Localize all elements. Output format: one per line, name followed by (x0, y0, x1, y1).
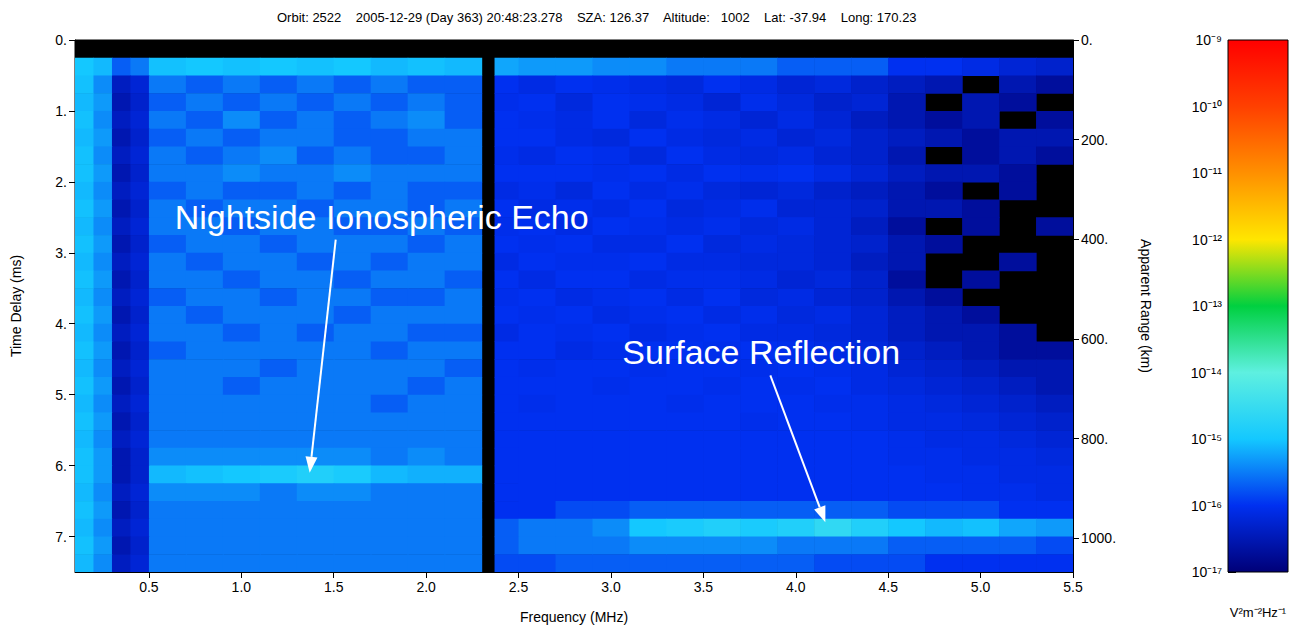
svg-text:800.: 800. (1081, 431, 1108, 447)
svg-text:V²m⁻²Hz⁻¹: V²m⁻²Hz⁻¹ (1230, 605, 1287, 620)
svg-text:Time Delay (ms): Time Delay (ms) (8, 255, 24, 357)
svg-text:4.: 4. (55, 316, 67, 332)
svg-text:2.5: 2.5 (509, 579, 529, 595)
svg-text:5.: 5. (55, 387, 67, 403)
svg-text:0.5: 0.5 (139, 579, 159, 595)
svg-text:5.0: 5.0 (971, 579, 991, 595)
svg-text:4.5: 4.5 (878, 579, 898, 595)
svg-text:1000.: 1000. (1081, 530, 1116, 546)
svg-text:0.: 0. (1081, 32, 1093, 48)
svg-text:3.: 3. (55, 245, 67, 261)
svg-text:10⁻¹⁴: 10⁻¹⁴ (1191, 365, 1222, 381)
svg-text:2.0: 2.0 (416, 579, 436, 595)
svg-text:10⁻¹⁷: 10⁻¹⁷ (1192, 564, 1222, 580)
svg-text:10⁻⁹: 10⁻⁹ (1195, 32, 1222, 48)
svg-text:1.: 1. (55, 103, 67, 119)
svg-text:2.: 2. (55, 174, 67, 190)
svg-text:10⁻¹⁶: 10⁻¹⁶ (1191, 498, 1222, 514)
svg-text:0.: 0. (55, 32, 67, 48)
svg-text:4.0: 4.0 (786, 579, 806, 595)
svg-text:10⁻¹⁰: 10⁻¹⁰ (1192, 99, 1222, 115)
svg-text:Frequency (MHz): Frequency (MHz) (520, 609, 628, 625)
svg-text:10⁻¹²: 10⁻¹² (1192, 232, 1222, 248)
svg-text:200.: 200. (1081, 132, 1108, 148)
svg-text:1.0: 1.0 (232, 579, 252, 595)
svg-text:1.5: 1.5 (324, 579, 344, 595)
svg-text:6.: 6. (55, 458, 67, 474)
svg-text:5.5: 5.5 (1063, 579, 1083, 595)
svg-text:3.5: 3.5 (694, 579, 714, 595)
svg-text:Orbit: 2522 2005-12-29 (Day: Orbit: 2522 2005-12-29 (Day 363) 20:48:2… (277, 10, 917, 25)
svg-text:Nightside Ionospheric Echo: Nightside Ionospheric Echo (175, 198, 589, 236)
svg-text:Apparent Range (km): Apparent Range (km) (1138, 239, 1154, 373)
svg-text:10⁻¹³: 10⁻¹³ (1192, 298, 1222, 314)
svg-text:3.0: 3.0 (601, 579, 621, 595)
svg-text:Surface Reflection: Surface Reflection (622, 333, 900, 371)
svg-text:10⁻¹⁵: 10⁻¹⁵ (1191, 431, 1222, 447)
svg-text:10⁻¹¹: 10⁻¹¹ (1192, 165, 1222, 181)
svg-text:7.: 7. (55, 529, 67, 545)
svg-text:400.: 400. (1081, 231, 1108, 247)
svg-text:600.: 600. (1081, 331, 1108, 347)
